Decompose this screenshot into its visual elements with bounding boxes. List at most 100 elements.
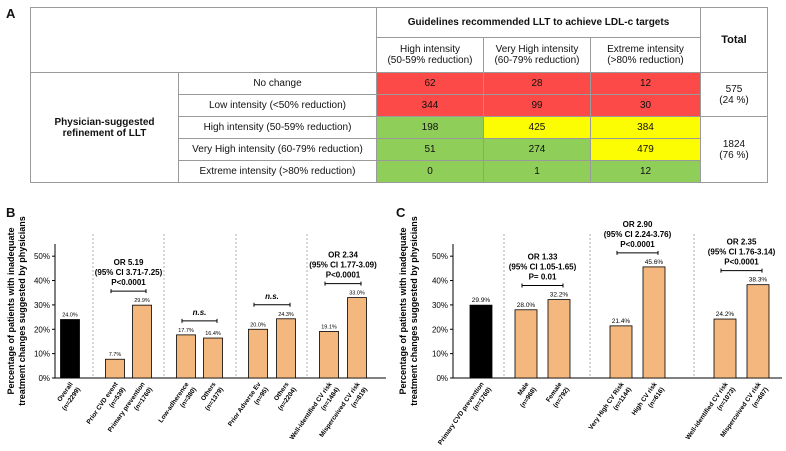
x-category-label: Primary CVD prevention(n=1760) (437, 381, 493, 448)
y-tick-label: 40% (34, 277, 50, 286)
llt-table: Guidelines recommended LLT to achieve LD… (30, 7, 768, 183)
y-axis-label-line: treatment changes suggested by physician… (409, 216, 419, 406)
table-row: Very High intensity (60-79% reduction) 5… (31, 138, 768, 161)
bar-value-label: 19.1% (321, 324, 337, 330)
x-category-label: Prior Adverse Ev(n=95) (227, 381, 270, 433)
bar (514, 309, 538, 379)
row-group-label: Physician-suggested refinement of LLT (30, 72, 179, 183)
y-tick-label: 50% (432, 252, 448, 261)
total-pct: (76 %) (719, 149, 749, 161)
cell-value: 12 (590, 160, 701, 183)
x-category-label: Overall(n=2299) (54, 381, 82, 412)
x-category-label: High CV risk(n=616) (631, 381, 666, 422)
bar (319, 331, 339, 379)
y-axis-label: Percentage of patients with inadequatetr… (6, 216, 27, 406)
row-label: High intensity (50-59% reduction) (178, 116, 377, 139)
y-tick-label: 50% (34, 252, 50, 261)
comparison-annotation: P= 0.01 (529, 273, 557, 282)
cell-value: 198 (376, 116, 484, 139)
bar-value-label: 29.9% (134, 298, 150, 304)
bar (713, 318, 737, 379)
y-axis-label: Percentage of patients with inadequatetr… (398, 216, 419, 406)
cell-value: 1 (483, 160, 591, 183)
bar-value-label: 45.6% (645, 259, 664, 266)
y-tick-label: 10% (34, 350, 50, 359)
x-category-label: Female(n=792) (545, 381, 571, 409)
cell-value: 384 (590, 116, 701, 139)
row-label: Extreme intensity (>80% reduction) (178, 160, 377, 183)
x-category-label: Well-identified CV risk(n=1073) (685, 381, 738, 447)
panel-label-c: C (396, 205, 406, 220)
y-tick-label: 10% (432, 350, 448, 359)
x-category-label: Others(n=2204) (270, 381, 299, 412)
comparison-annotation: OR 2.35 (727, 238, 757, 247)
comparison-annotation: (95% CI 1.76-3.14) (708, 248, 776, 257)
comparison-annotation: OR 2.34 (328, 251, 358, 260)
comparison-annotation: P<0.0001 (724, 258, 759, 267)
x-category-label: Misperceived CV risk(n=687) (719, 381, 770, 444)
comparison-annotation: (95% CI 3.71-7.25) (95, 268, 163, 277)
cell-value: 99 (483, 94, 591, 117)
comparison-annotation: n.s. (193, 308, 207, 317)
total-cell: 1824 (76 %) (700, 116, 768, 183)
col-line1: Extreme intensity (607, 44, 684, 55)
column-header-high: High intensity (50-59% reduction) (376, 37, 484, 73)
bar (60, 319, 80, 379)
cell-value: 62 (376, 72, 484, 95)
panel-label-b: B (6, 205, 16, 220)
cell-value: 479 (590, 138, 701, 161)
col-line2: (50-59% reduction) (387, 55, 473, 66)
bar (203, 337, 223, 379)
comparison-annotation: (95% CI 2.24-3.76) (604, 230, 672, 239)
bar (347, 297, 367, 379)
bar (132, 304, 152, 379)
x-category-label-line: Primary CVD prevention (437, 381, 486, 446)
y-axis-label-line: treatment changes suggested by physician… (17, 216, 27, 406)
bar-value-label: 32.2% (550, 292, 569, 299)
cell-value: 12 (590, 72, 701, 95)
chart-c: Percentage of patients with inadequatetr… (398, 216, 782, 448)
comparison-annotation: n.s. (265, 292, 279, 301)
x-category-label: Very High CV Risk(n=1144) (588, 381, 634, 437)
row-label: No change (178, 72, 377, 95)
bar-value-label: 29.9% (472, 297, 491, 304)
column-header-very-high: Very High intensity (60-79% reduction) (483, 37, 591, 73)
y-tick-label: 30% (432, 301, 448, 310)
bar-value-label: 16.4% (205, 331, 221, 337)
table-row: High intensity (50-59% reduction) 198 42… (31, 116, 768, 183)
panel-label-a: A (6, 6, 16, 21)
bar (746, 284, 770, 379)
bar-value-label: 20.0% (250, 322, 266, 328)
bar (469, 304, 493, 379)
comparison-annotation: OR 5.19 (114, 258, 144, 267)
col-line1: Very High intensity (495, 44, 579, 55)
col-line1: High intensity (399, 44, 461, 55)
bar (547, 299, 571, 379)
bar-value-label: 24.3% (278, 312, 294, 318)
comparison-annotation: (95% CI 1.05-1.65) (509, 263, 577, 272)
row-label: Very High intensity (60-79% reduction) (178, 138, 377, 161)
bar (105, 358, 125, 379)
cell-value: 425 (483, 116, 591, 139)
bar-value-label: 7.7% (109, 352, 122, 358)
cell-value: 30 (590, 94, 701, 117)
bar-value-label: 28.0% (517, 302, 536, 309)
x-category-label: Low-adherence(n=380) (158, 381, 199, 430)
bar-value-label: 24.2% (716, 311, 735, 318)
cell-value: 0 (376, 160, 484, 183)
bar (642, 266, 666, 379)
table-row: Extreme intensity (>80% reduction) 0 1 1… (31, 160, 768, 183)
y-tick-label: 20% (34, 325, 50, 334)
y-axis-label-line: Percentage of patients with inadequate (6, 227, 16, 394)
comparison-annotation: P<0.0001 (111, 278, 146, 287)
x-category-label: Others(n=1379) (197, 381, 226, 412)
total-pct: (24 %) (719, 94, 749, 106)
col-line2: (60-79% reduction) (494, 55, 580, 66)
group-header: Guidelines recommended LLT to achieve LD… (376, 7, 701, 38)
y-tick-label: 0% (38, 374, 50, 383)
column-header-extreme: Extreme intensity (>80% reduction) (590, 37, 701, 73)
bar (276, 318, 296, 379)
row-group-line1: Physician-suggested (54, 116, 155, 128)
comparison-annotation: OR 2.90 (623, 220, 653, 229)
bar-value-label: 38.3% (749, 277, 768, 284)
